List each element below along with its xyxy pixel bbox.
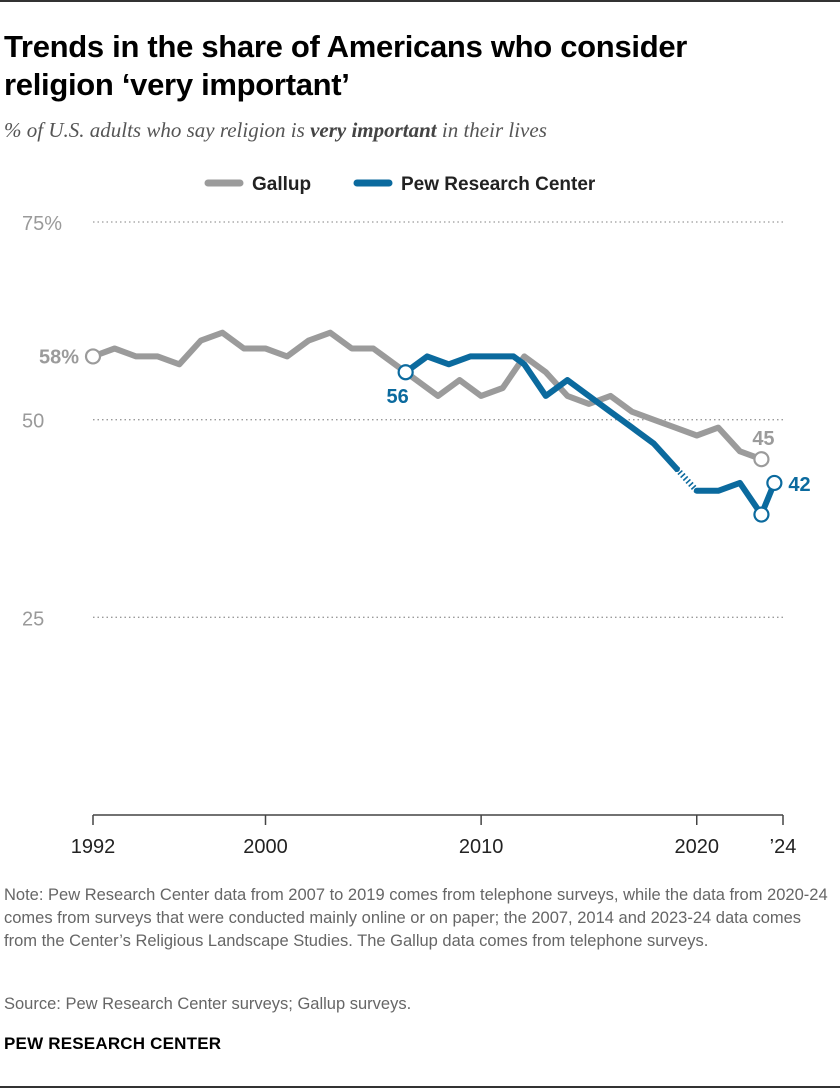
subtitle-prefix: % of U.S. adults who say religion is bbox=[4, 118, 311, 142]
line-chart: Gallup Pew Research Center 75% 50 25 1992 20… bbox=[22, 174, 811, 858]
series-lines bbox=[90, 329, 778, 518]
data-point-gallup-end bbox=[753, 451, 770, 468]
subtitle-emphasis: very important bbox=[310, 118, 437, 142]
top-rule bbox=[0, 0, 840, 2]
data-point-pew-start bbox=[397, 364, 414, 381]
x-tick-label-2000: 2000 bbox=[243, 836, 288, 858]
y-tick-label-50: 50 bbox=[22, 411, 44, 433]
x-tick-label-1992: 1992 bbox=[71, 836, 116, 858]
x-tick-label-2010: 2010 bbox=[459, 836, 504, 858]
bottom-rule bbox=[0, 1086, 840, 1088]
y-tick-label-75: 75% bbox=[22, 213, 62, 235]
series-endpoints bbox=[84, 348, 783, 523]
chart-title: Trends in the share of Americans who con… bbox=[4, 29, 688, 102]
data-label-pew-end: 42 bbox=[788, 474, 810, 496]
data-labels: 58% 45 56 42 bbox=[39, 346, 811, 496]
chart-note: Note: Pew Research Center data from 2007… bbox=[4, 886, 828, 950]
data-label-gallup-end: 45 bbox=[752, 428, 774, 450]
data-point-pew-end bbox=[766, 474, 783, 492]
series-line-gallup bbox=[90, 329, 765, 463]
x-tick-label-2020: 2020 bbox=[675, 836, 720, 858]
legend-label-0: Gallup bbox=[252, 174, 311, 195]
brand-label: PEW RESEARCH CENTER bbox=[4, 1034, 222, 1053]
series-line-pew-online bbox=[693, 479, 778, 518]
series-line-pew-phone bbox=[402, 353, 680, 472]
gridlines bbox=[93, 221, 783, 618]
legend-label-1: Pew Research Center bbox=[401, 174, 596, 195]
data-point-gallup-start bbox=[84, 348, 102, 365]
data-point-pew-2023 bbox=[753, 506, 770, 523]
series-line-pew-mode-change bbox=[674, 466, 699, 493]
y-axis-ticks: 75% 50 25 bbox=[22, 213, 62, 630]
legend: Gallup Pew Research Center bbox=[204, 174, 596, 195]
subtitle-suffix: in their lives bbox=[436, 118, 547, 142]
chart-source: Source: Pew Research Center surveys; Gal… bbox=[4, 995, 412, 1013]
x-tick-label-2024: ’24 bbox=[770, 836, 797, 858]
data-label-pew-start: 56 bbox=[387, 386, 409, 408]
x-axis: 1992 2000 2010 2020 ’24 bbox=[71, 814, 797, 858]
chart-subtitle: % of U.S. adults who say religion is ver… bbox=[4, 118, 547, 143]
y-tick-label-25: 25 bbox=[22, 608, 44, 630]
data-label-gallup-start: 58% bbox=[39, 346, 79, 368]
